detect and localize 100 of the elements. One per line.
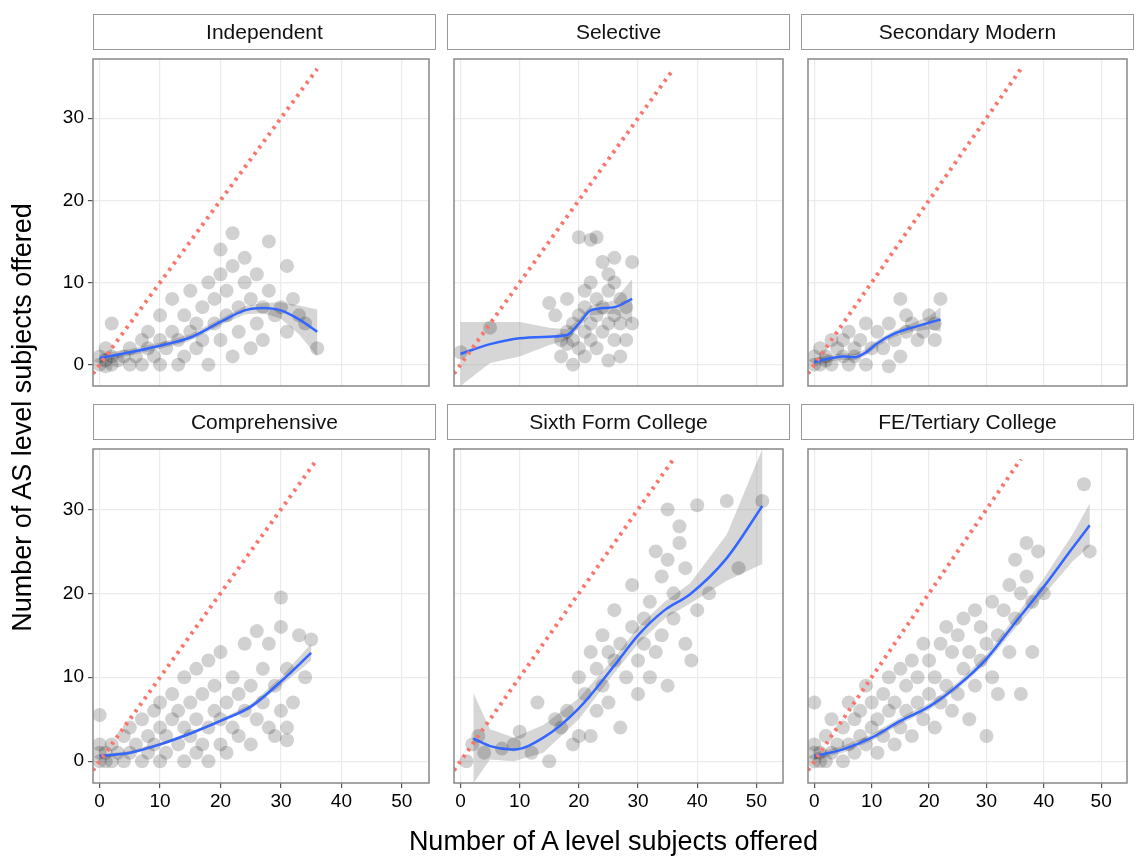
- chart-title: Secondary Modern: [801, 14, 1134, 50]
- y-tick-label: 10: [62, 270, 84, 292]
- point: [607, 250, 622, 265]
- point: [560, 703, 575, 718]
- point: [619, 332, 634, 347]
- x-tick-label: 50: [1090, 789, 1112, 811]
- point: [702, 586, 717, 601]
- point: [477, 745, 492, 760]
- point: [660, 678, 675, 693]
- point: [841, 324, 856, 339]
- point: [619, 670, 634, 685]
- point: [583, 275, 598, 290]
- point: [858, 316, 873, 331]
- y-tick-label: 30: [62, 106, 84, 128]
- x-tick-label: 40: [686, 789, 708, 811]
- point: [648, 544, 663, 559]
- point: [613, 349, 628, 364]
- point: [678, 561, 693, 576]
- y-tick-label: 20: [62, 188, 84, 210]
- x-tick-label: 20: [209, 789, 232, 811]
- point: [613, 720, 628, 735]
- point: [548, 308, 563, 323]
- point: [654, 569, 669, 584]
- point: [565, 357, 580, 372]
- x-tick-label: 20: [568, 789, 590, 811]
- point: [755, 494, 770, 509]
- point: [690, 603, 705, 618]
- x-tick-label: 50: [745, 789, 767, 811]
- point: [595, 628, 610, 643]
- chart-title: Comprehensive: [93, 404, 436, 440]
- point: [583, 729, 598, 744]
- y-tick-label: 20: [62, 581, 84, 603]
- point: [642, 670, 657, 685]
- point: [642, 594, 657, 609]
- chart-title: Independent: [93, 14, 436, 50]
- point: [636, 636, 651, 651]
- x-axis-title: Number of A level subjects offered: [408, 826, 819, 857]
- point: [666, 611, 681, 626]
- point: [876, 341, 891, 356]
- y-axis-title: Number of AS level subjects offered: [6, 203, 38, 632]
- x-tick-label: 40: [1033, 789, 1055, 811]
- point: [542, 754, 557, 769]
- point: [648, 645, 663, 660]
- point: [595, 254, 610, 269]
- point: [613, 316, 628, 331]
- point: [893, 349, 908, 364]
- point: [571, 230, 586, 245]
- point: [589, 341, 604, 356]
- point: [870, 324, 885, 339]
- x-tick-label: 30: [627, 789, 649, 811]
- point: [542, 296, 557, 311]
- point: [625, 577, 640, 592]
- point: [672, 535, 687, 550]
- point: [933, 291, 948, 306]
- point: [625, 254, 640, 269]
- x-tick-label: 50: [391, 789, 413, 811]
- point: [577, 349, 592, 364]
- point: [524, 745, 539, 760]
- point: [625, 619, 640, 634]
- point: [719, 494, 734, 509]
- point: [589, 230, 604, 245]
- point: [589, 703, 604, 718]
- x-tick-label: 0: [94, 789, 105, 811]
- point: [916, 324, 931, 339]
- x-tick-label: 20: [918, 789, 940, 811]
- point: [607, 332, 622, 347]
- point: [601, 353, 616, 368]
- x-tick-label: 30: [975, 789, 997, 811]
- point: [512, 724, 527, 739]
- x-tick-label: 0: [809, 789, 820, 811]
- point: [625, 316, 640, 331]
- point: [678, 636, 693, 651]
- point: [927, 332, 942, 347]
- point: [631, 687, 646, 702]
- point: [731, 561, 746, 576]
- point: [530, 695, 545, 710]
- chart-title: Sixth Form College: [447, 404, 790, 440]
- point: [881, 316, 896, 331]
- point: [853, 332, 868, 347]
- point: [601, 695, 616, 710]
- point: [636, 611, 651, 626]
- y-tick-label: 0: [73, 352, 84, 374]
- point: [660, 552, 675, 567]
- point: [654, 628, 669, 643]
- point: [881, 359, 896, 374]
- point: [613, 636, 628, 651]
- x-tick-label: 10: [509, 789, 531, 811]
- point: [893, 291, 908, 306]
- x-tick-label: 10: [861, 789, 883, 811]
- chart-title: Selective: [447, 14, 790, 50]
- point: [660, 502, 675, 517]
- point: [858, 357, 873, 372]
- point: [684, 653, 699, 668]
- y-tick-label: 30: [62, 497, 84, 519]
- point: [583, 645, 598, 660]
- chart-title: FE/Tertiary College: [801, 404, 1134, 440]
- point: [666, 586, 681, 601]
- point: [672, 519, 687, 534]
- x-tick-label: 10: [149, 789, 171, 811]
- point: [631, 653, 646, 668]
